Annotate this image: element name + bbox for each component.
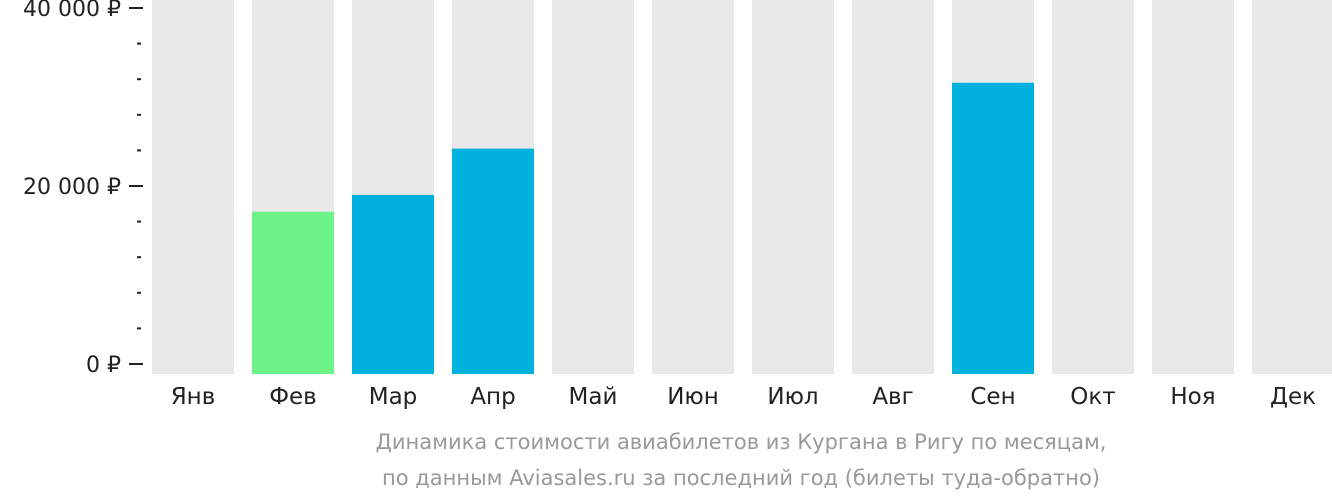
x-axis-labels: Янв Фев Мар Апр Май Июн Июл Авг Сен Окт Ноя Дек bbox=[171, 384, 1316, 410]
month-label: Апр bbox=[470, 384, 515, 410]
month-background-bar bbox=[752, 0, 834, 374]
month-background-bar bbox=[652, 0, 734, 374]
price-bar[interactable] bbox=[952, 82, 1034, 374]
price-bar[interactable] bbox=[252, 211, 334, 374]
y-tick-label: 20 000 ₽ bbox=[23, 175, 121, 200]
price-bar[interactable] bbox=[352, 194, 434, 374]
month-background-bar bbox=[1052, 0, 1134, 374]
month-background-bar bbox=[552, 0, 634, 374]
chart-caption-line-1: Динамика стоимости авиабилетов из Курган… bbox=[375, 430, 1107, 454]
month-label: Сен bbox=[970, 384, 1015, 410]
month-label: Авг bbox=[872, 384, 913, 410]
month-label: Янв bbox=[171, 384, 216, 410]
month-label: Ноя bbox=[1170, 384, 1215, 410]
month-label: Дек bbox=[1270, 384, 1316, 410]
month-background-bar bbox=[852, 0, 934, 374]
month-label: Июл bbox=[767, 384, 818, 410]
y-tick-label: 0 ₽ bbox=[86, 353, 121, 378]
value-bars bbox=[252, 82, 1034, 374]
month-label: Май bbox=[569, 384, 618, 410]
y-tick-label: 40 000 ₽ bbox=[23, 0, 121, 22]
month-label: Окт bbox=[1070, 384, 1115, 410]
month-background-bar bbox=[1152, 0, 1234, 374]
y-axis: 40 000 ₽ 20 000 ₽ 0 ₽ bbox=[23, 0, 143, 378]
month-label: Июн bbox=[667, 384, 719, 410]
month-label: Фев bbox=[269, 384, 317, 410]
chart-caption-line-2: по данным Aviasales.ru за последний год … bbox=[382, 466, 1100, 490]
price-bar[interactable] bbox=[452, 148, 534, 374]
month-background-bar bbox=[1252, 0, 1332, 374]
month-background-bar bbox=[152, 0, 234, 374]
month-label: Мар bbox=[369, 384, 418, 410]
